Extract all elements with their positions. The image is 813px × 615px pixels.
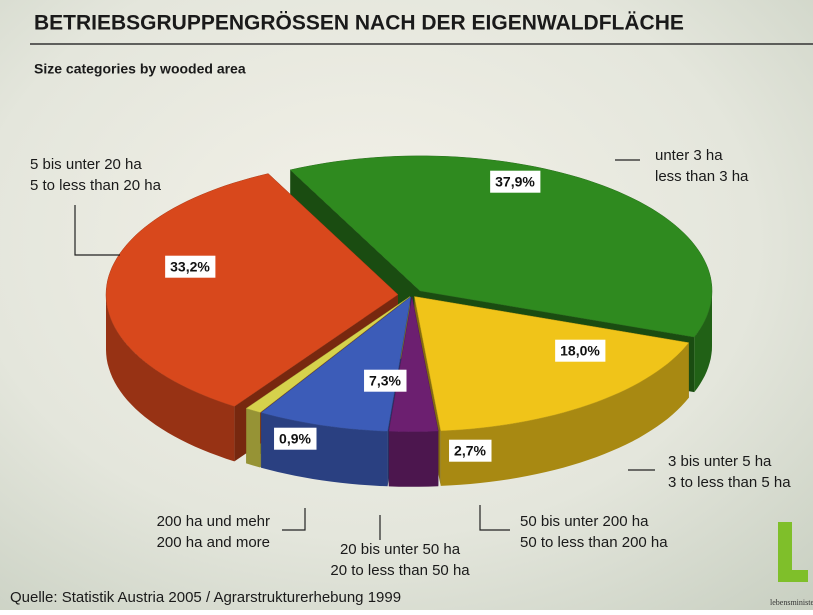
slice <box>388 296 439 433</box>
pie <box>105 155 713 487</box>
category-label: unter 3 ha <box>655 147 723 164</box>
slice-side <box>440 342 689 486</box>
slice <box>414 296 690 432</box>
slice-side <box>388 431 439 487</box>
value-label-box <box>555 339 606 362</box>
value-label-box <box>449 439 492 462</box>
category-label: 200 ha und mehr <box>157 513 270 530</box>
chart-title: BETRIEBSGRUPPENGRÖSSEN NACH DER EIGENWAL… <box>34 12 684 35</box>
value-label-box <box>490 170 541 193</box>
value-label: 0,9% <box>279 431 311 447</box>
slice-side <box>694 290 712 393</box>
value-label-box <box>165 255 216 278</box>
slice <box>105 173 399 407</box>
category-label: less than 3 ha <box>655 168 749 185</box>
leader-line <box>74 205 120 256</box>
category-label: 20 to less than 50 ha <box>330 562 470 579</box>
chart-subtitle: Size categories by wooded area <box>34 61 246 77</box>
category-label: 3 bis unter 5 ha <box>668 453 772 470</box>
labels: 37,9% 18,0% 2,7% 7,3% 0,9% 33,2% unter 3 ha les… <box>30 147 791 579</box>
category-label: 50 to less than 200 ha <box>520 534 668 551</box>
slice <box>289 155 713 338</box>
value-label: 33,2% <box>170 259 210 275</box>
category-label: 50 bis unter 200 ha <box>520 513 649 530</box>
source: Quelle: Statistik Austria 2005 / Agrarst… <box>10 589 401 606</box>
value-label: 7,3% <box>369 373 401 389</box>
leader-line <box>479 505 510 531</box>
slice <box>260 296 412 432</box>
category-label: 5 bis unter 20 ha <box>30 156 142 173</box>
logo-mark <box>778 522 808 582</box>
category-label: 20 bis unter 50 ha <box>340 541 461 558</box>
value-label: 18,0% <box>560 343 600 359</box>
logo-text: lebensministerium.at <box>770 598 813 607</box>
category-label: 3 to less than 5 ha <box>668 474 791 491</box>
slice <box>245 296 411 413</box>
category-label: 5 to less than 20 ha <box>30 177 162 194</box>
value-label-box <box>274 427 317 450</box>
slice-side <box>106 294 235 462</box>
leader-line <box>282 508 306 531</box>
value-label: 37,9% <box>495 174 535 190</box>
value-label-box <box>364 369 407 392</box>
category-label: 200 ha and more <box>157 534 270 551</box>
slice-side <box>246 408 261 468</box>
value-label: 2,7% <box>454 443 486 459</box>
